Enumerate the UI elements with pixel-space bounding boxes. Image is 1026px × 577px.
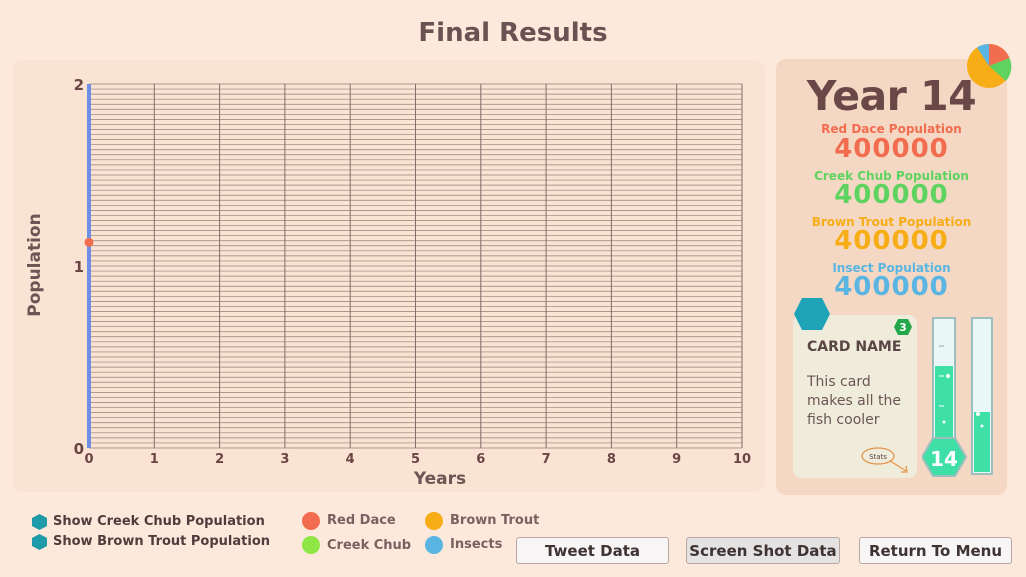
x-tick-label: 4	[346, 452, 355, 467]
legend-creek-chub-dot	[302, 536, 320, 554]
insect-population-value: 400000	[834, 272, 949, 302]
x-tick-label: 6	[476, 452, 485, 467]
creek-chub-population-value: 400000	[834, 180, 949, 210]
card-description: This card makes all the fish cooler	[807, 374, 901, 428]
card-stats-button[interactable]: Stats	[860, 445, 912, 475]
population-pie-icon	[967, 43, 1012, 88]
card-cost-badge-icon: 3	[894, 319, 912, 335]
show-creek-chub-toggle[interactable]: Show Creek Chub Population	[53, 514, 265, 529]
x-tick-label: 9	[672, 452, 681, 467]
card-type-hex-icon	[794, 298, 830, 330]
creek-chub-population-label: Creek Chub Population	[814, 169, 969, 183]
toggle-creek-chub-hex-icon[interactable]	[31, 513, 48, 531]
red-dace-population-value: 400000	[834, 134, 949, 164]
year-meter-value: 14	[930, 447, 958, 471]
show-brown-trout-toggle[interactable]: Show Brown Trout Population	[53, 534, 271, 549]
insect-population-label: Insect Population	[832, 261, 951, 275]
x-tick-label: 5	[411, 452, 420, 467]
legend-insects-dot	[425, 536, 443, 554]
x-tick-label: 8	[607, 452, 616, 467]
legend-brown-trout-dot	[425, 512, 443, 530]
legend-insects-label: Insects	[450, 537, 503, 552]
card-cost-value: 3	[899, 321, 907, 334]
y-tick-label: 2	[74, 76, 84, 94]
data-point-red-dace	[84, 237, 94, 247]
year-meter-tube: 14	[922, 317, 968, 477]
card[interactable]	[793, 315, 917, 478]
x-tick-label: 1	[150, 452, 159, 467]
population-chart: 0 1 2 3 4 5 6 7 8 9 10 0 1 2	[13, 60, 765, 492]
x-tick-label: 7	[542, 452, 551, 467]
brown-trout-population-label: Brown Trout Population	[811, 215, 972, 229]
card-name: CARD NAME	[807, 339, 902, 355]
legend-brown-trout-label: Brown Trout	[450, 513, 540, 528]
return-to-menu-button[interactable]: Return To Menu	[859, 537, 1012, 564]
chart-svg: 0 1 2 3 4 5 6 7 8 9 10 0 1 2	[74, 76, 751, 467]
secondary-meter-tube	[971, 317, 993, 475]
legend-creek-chub-label: Creek Chub	[327, 538, 412, 553]
red-dace-population-label: Red Dace Population	[821, 122, 962, 136]
brown-trout-population-value: 400000	[834, 226, 949, 256]
toggle-brown-trout-hex-icon[interactable]	[31, 533, 48, 551]
x-tick-label: 10	[733, 452, 751, 467]
y-tick-label: 0	[74, 440, 84, 458]
page-title: Final Results	[418, 18, 608, 48]
legend-red-dace-dot	[302, 512, 320, 530]
y-tick-label: 1	[74, 258, 84, 276]
x-tick-label: 2	[215, 452, 224, 467]
x-tick-label: 0	[84, 452, 93, 467]
y-axis-label: Population	[25, 213, 45, 317]
x-axis-label: Years	[413, 469, 467, 489]
tweet-data-button[interactable]: Tweet Data	[516, 537, 669, 564]
year-title: Year 14	[806, 72, 977, 120]
screenshot-data-button[interactable]: Screen Shot Data	[686, 537, 840, 564]
x-tick-label: 3	[280, 452, 289, 467]
legend-red-dace-label: Red Dace	[327, 513, 396, 528]
card-stats-label: Stats	[869, 453, 887, 461]
